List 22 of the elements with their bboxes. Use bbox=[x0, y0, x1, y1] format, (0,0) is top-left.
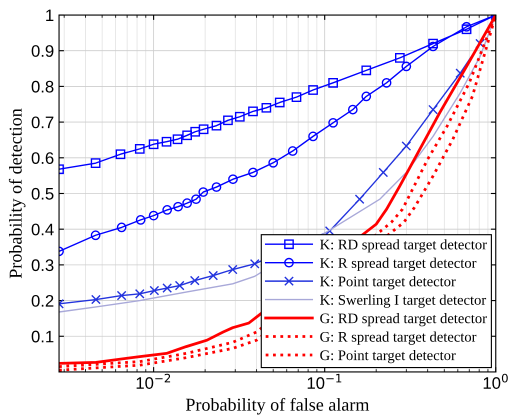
legend-label: K: RD spread target detector bbox=[320, 239, 487, 252]
y-tick-label: 0.3 bbox=[32, 259, 54, 272]
y-axis-title: Probability of detection bbox=[8, 108, 26, 278]
x-tick-label: 10$^{−2}$ bbox=[136, 374, 170, 389]
legend-label: G: RD spread target detector bbox=[320, 313, 487, 326]
legend-label: K: Swerling I target detector bbox=[320, 294, 486, 308]
legend-label: K: Point target detector bbox=[320, 276, 456, 290]
x-axis-title: Probability of false alarm bbox=[186, 398, 370, 415]
y-tick-label: 0.5 bbox=[32, 188, 54, 200]
x-tick-label: 10$^{−1}$ bbox=[308, 374, 342, 389]
y-tick-label: 0.7 bbox=[32, 116, 54, 128]
y-tick-label: 0.9 bbox=[32, 45, 54, 57]
y-tick-label: 0.2 bbox=[32, 294, 54, 307]
y-tick-label: 0.4 bbox=[32, 224, 54, 236]
legend-label: G: Point target detector bbox=[320, 350, 456, 364]
legend-label: K: R spread target detector bbox=[320, 258, 476, 271]
legend-label: G: R spread target detector bbox=[320, 331, 476, 345]
y-tick-label: 0.8 bbox=[32, 80, 54, 93]
y-tick-label: 1 bbox=[46, 10, 54, 22]
y-tick-label: 0.1 bbox=[32, 330, 54, 342]
y-tick-label: 0.6 bbox=[32, 152, 54, 164]
x-tick-label: 10$^{0}$ bbox=[484, 374, 508, 389]
